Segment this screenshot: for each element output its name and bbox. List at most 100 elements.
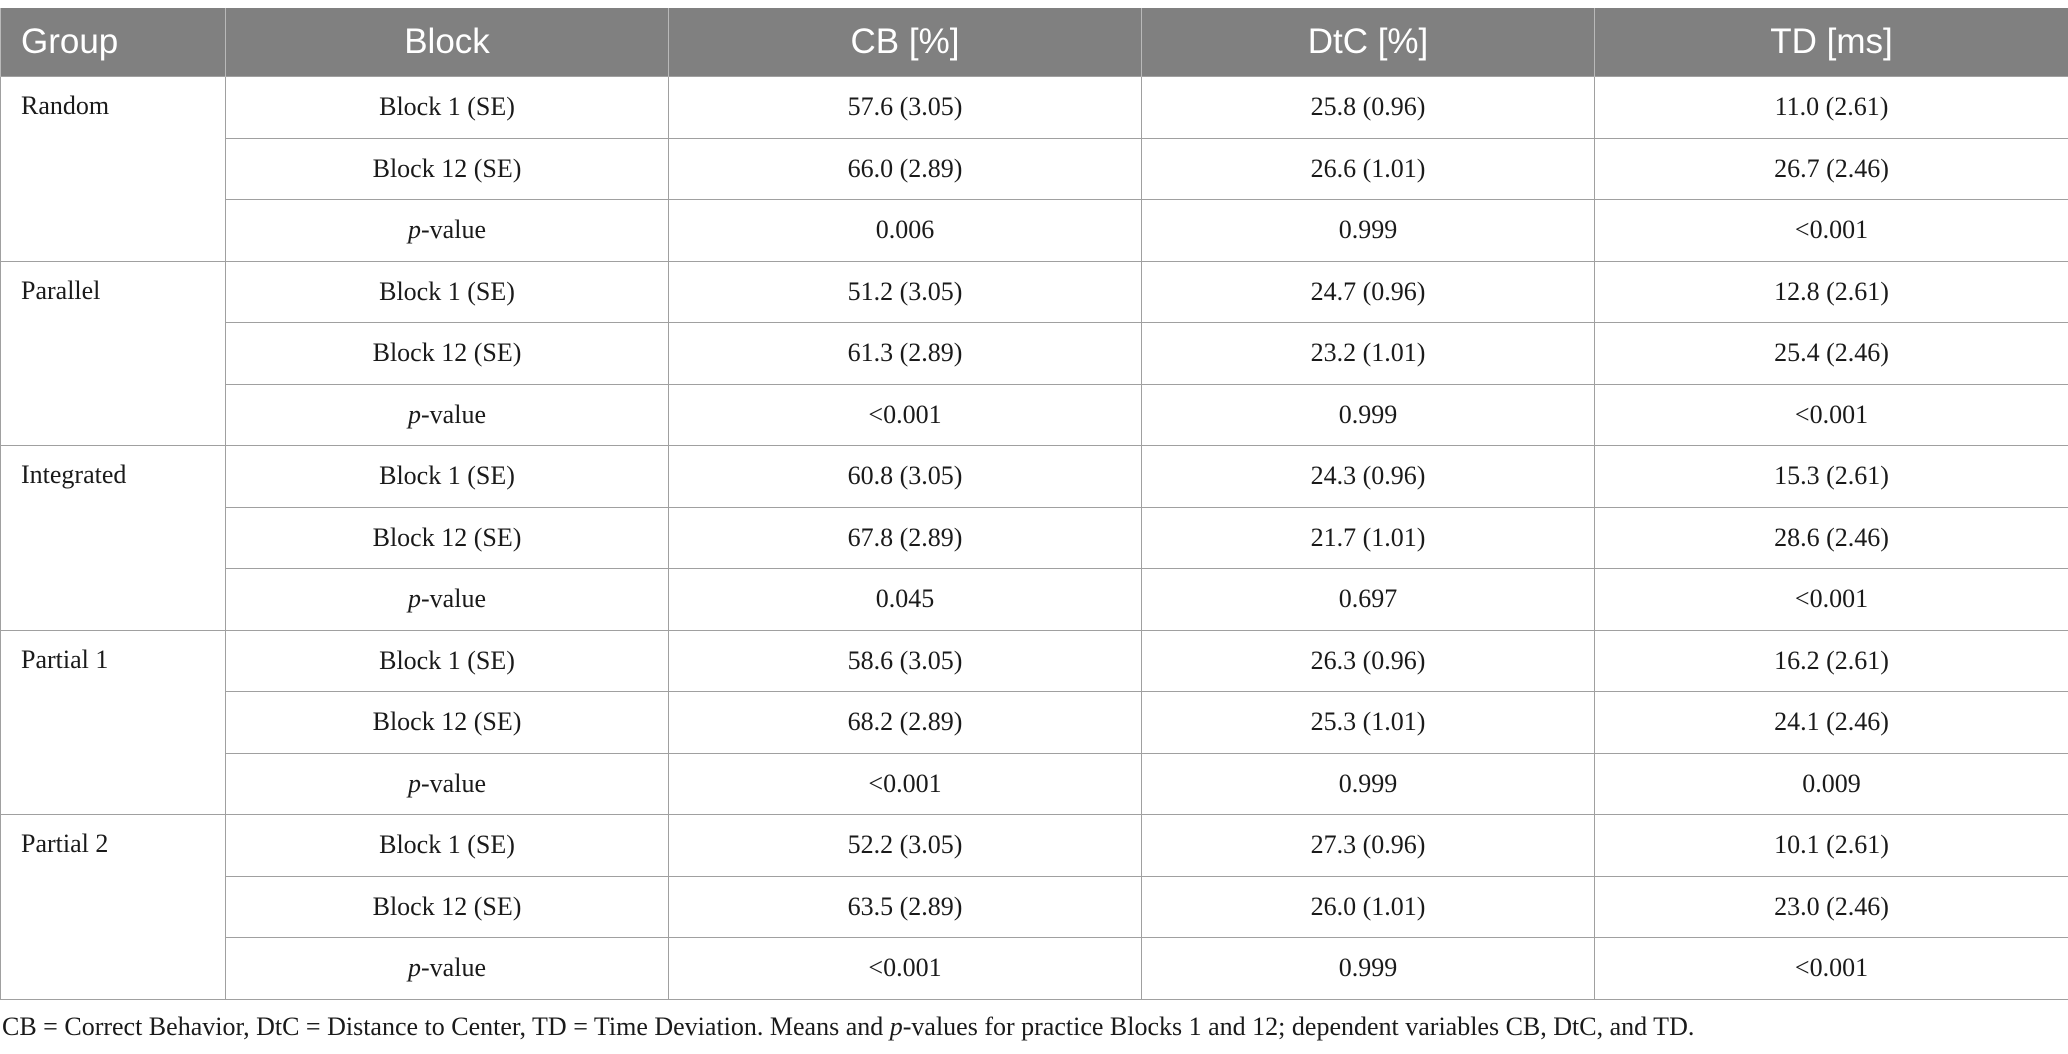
cb-cell: 63.5 (2.89) bbox=[668, 875, 1142, 938]
td-cell: 15.3 (2.61) bbox=[1594, 445, 2068, 508]
cb-cell: 0.045 bbox=[668, 568, 1142, 631]
dtc-cell: 0.999 bbox=[1141, 752, 1595, 815]
cb-cell: 51.2 (3.05) bbox=[668, 260, 1142, 323]
block-cell: Block 1 (SE) bbox=[225, 76, 669, 139]
block-cell: Block 1 (SE) bbox=[225, 445, 669, 508]
td-cell: 12.8 (2.61) bbox=[1594, 260, 2068, 323]
block-cell: Block 1 (SE) bbox=[225, 629, 669, 692]
table-row: Block 12 (SE) 63.5 (2.89) 26.0 (1.01) 23… bbox=[1, 875, 2068, 938]
header-td: TD [ms] bbox=[1594, 8, 2068, 77]
td-cell: 25.4 (2.46) bbox=[1594, 322, 2068, 385]
cb-cell: 66.0 (2.89) bbox=[668, 137, 1142, 200]
td-cell: <0.001 bbox=[1594, 383, 2068, 446]
footnote-part2: -values for practice Blocks 1 and 12; de… bbox=[902, 1012, 1695, 1041]
td-cell: <0.001 bbox=[1594, 568, 2068, 631]
table-row: p-value 0.006 0.999 <0.001 bbox=[1, 199, 2068, 262]
p-suffix: -value bbox=[421, 953, 486, 983]
td-cell: 16.2 (2.61) bbox=[1594, 629, 2068, 692]
cb-cell: 60.8 (3.05) bbox=[668, 445, 1142, 508]
header-group: Group bbox=[0, 8, 226, 77]
block-cell-pvalue: p-value bbox=[225, 937, 669, 1000]
cb-cell: 0.006 bbox=[668, 199, 1142, 262]
td-cell: 0.009 bbox=[1594, 752, 2068, 815]
p-italic: p bbox=[408, 768, 422, 798]
table-row: p-value <0.001 0.999 <0.001 bbox=[1, 937, 2068, 1000]
cb-cell: <0.001 bbox=[668, 383, 1142, 446]
table-row: Block 12 (SE) 61.3 (2.89) 23.2 (1.01) 25… bbox=[1, 322, 2068, 385]
p-italic: p bbox=[408, 953, 422, 983]
td-cell: 28.6 (2.46) bbox=[1594, 506, 2068, 569]
block-cell: Block 12 (SE) bbox=[225, 137, 669, 200]
dtc-cell: 24.3 (0.96) bbox=[1141, 445, 1595, 508]
dtc-cell: 26.0 (1.01) bbox=[1141, 875, 1595, 938]
table-row: Parallel Block 1 (SE) 51.2 (3.05) 24.7 (… bbox=[0, 260, 2068, 446]
p-suffix: -value bbox=[421, 215, 486, 245]
dtc-cell: 0.999 bbox=[1141, 199, 1595, 262]
block-cell: Block 1 (SE) bbox=[225, 260, 669, 323]
cb-cell: 61.3 (2.89) bbox=[668, 322, 1142, 385]
table-row: Block 12 (SE) 66.0 (2.89) 26.6 (1.01) 26… bbox=[1, 137, 2068, 200]
dtc-cell: 0.999 bbox=[1141, 937, 1595, 1000]
table-row: Integrated Block 1 (SE) 60.8 (3.05) 24.3… bbox=[0, 445, 2068, 631]
table-row: Partial 2 Block 1 (SE) 52.2 (3.05) 27.3 … bbox=[0, 814, 2068, 1000]
td-cell: 26.7 (2.46) bbox=[1594, 137, 2068, 200]
block-cell-pvalue: p-value bbox=[225, 568, 669, 631]
group-label: Parallel bbox=[0, 260, 226, 446]
table-row: p-value 0.045 0.697 <0.001 bbox=[1, 568, 2068, 631]
dtc-cell: 25.3 (1.01) bbox=[1141, 691, 1595, 754]
footnote-p-italic: p bbox=[889, 1012, 903, 1041]
table-row: p-value <0.001 0.999 <0.001 bbox=[1, 383, 2068, 446]
table-row: Block 12 (SE) 68.2 (2.89) 25.3 (1.01) 24… bbox=[1, 691, 2068, 754]
cb-cell: 67.8 (2.89) bbox=[668, 506, 1142, 569]
cb-cell: 57.6 (3.05) bbox=[668, 76, 1142, 139]
dtc-cell: 0.999 bbox=[1141, 383, 1595, 446]
cb-cell: <0.001 bbox=[668, 937, 1142, 1000]
header-dtc: DtC [%] bbox=[1141, 8, 1595, 77]
p-suffix: -value bbox=[421, 584, 486, 614]
header-block: Block bbox=[225, 8, 669, 77]
p-italic: p bbox=[408, 399, 422, 429]
td-cell: 11.0 (2.61) bbox=[1594, 76, 2068, 139]
dtc-cell: 26.3 (0.96) bbox=[1141, 629, 1595, 692]
td-cell: 10.1 (2.61) bbox=[1594, 814, 2068, 877]
block-cell: Block 12 (SE) bbox=[225, 691, 669, 754]
block-cell-pvalue: p-value bbox=[225, 383, 669, 446]
p-italic: p bbox=[408, 215, 422, 245]
dtc-cell: 21.7 (1.01) bbox=[1141, 506, 1595, 569]
table-row: Random Block 1 (SE) 57.6 (3.05) 25.8 (0.… bbox=[0, 76, 2068, 262]
cb-cell: 68.2 (2.89) bbox=[668, 691, 1142, 754]
p-suffix: -value bbox=[421, 399, 486, 429]
table-row: p-value <0.001 0.999 0.009 bbox=[1, 752, 2068, 815]
group-label: Integrated bbox=[0, 445, 226, 631]
cb-cell: 52.2 (3.05) bbox=[668, 814, 1142, 877]
cb-cell: 58.6 (3.05) bbox=[668, 629, 1142, 692]
group-label: Random bbox=[0, 76, 226, 262]
td-cell: 23.0 (2.46) bbox=[1594, 875, 2068, 938]
dtc-cell: 0.697 bbox=[1141, 568, 1595, 631]
table-header-row: Group Block CB [%] DtC [%] TD [ms] bbox=[0, 8, 2068, 77]
dtc-cell: 24.7 (0.96) bbox=[1141, 260, 1595, 323]
td-cell: <0.001 bbox=[1594, 937, 2068, 1000]
results-table-container: Group Block CB [%] DtC [%] TD [ms] Rando… bbox=[0, 8, 2068, 1000]
table-row: Block 12 (SE) 67.8 (2.89) 21.7 (1.01) 28… bbox=[1, 506, 2068, 569]
dtc-cell: 23.2 (1.01) bbox=[1141, 322, 1595, 385]
results-table: Group Block CB [%] DtC [%] TD [ms] Rando… bbox=[0, 8, 2068, 1000]
table-body: Random Block 1 (SE) 57.6 (3.05) 25.8 (0.… bbox=[0, 76, 2068, 1000]
td-cell: 24.1 (2.46) bbox=[1594, 691, 2068, 754]
table-footnote: CB = Correct Behavior, DtC = Distance to… bbox=[2, 1012, 1694, 1042]
block-cell: Block 12 (SE) bbox=[225, 875, 669, 938]
table-row: Partial 1 Block 1 (SE) 58.6 (3.05) 26.3 … bbox=[0, 629, 2068, 815]
dtc-cell: 25.8 (0.96) bbox=[1141, 76, 1595, 139]
cb-cell: <0.001 bbox=[668, 752, 1142, 815]
block-cell-pvalue: p-value bbox=[225, 752, 669, 815]
group-label: Partial 2 bbox=[0, 814, 226, 1000]
header-cb: CB [%] bbox=[668, 8, 1142, 77]
block-cell-pvalue: p-value bbox=[225, 199, 669, 262]
td-cell: <0.001 bbox=[1594, 199, 2068, 262]
dtc-cell: 27.3 (0.96) bbox=[1141, 814, 1595, 877]
block-cell: Block 12 (SE) bbox=[225, 322, 669, 385]
block-cell: Block 12 (SE) bbox=[225, 506, 669, 569]
footnote-part1: CB = Correct Behavior, DtC = Distance to… bbox=[2, 1012, 890, 1041]
dtc-cell: 26.6 (1.01) bbox=[1141, 137, 1595, 200]
block-cell: Block 1 (SE) bbox=[225, 814, 669, 877]
